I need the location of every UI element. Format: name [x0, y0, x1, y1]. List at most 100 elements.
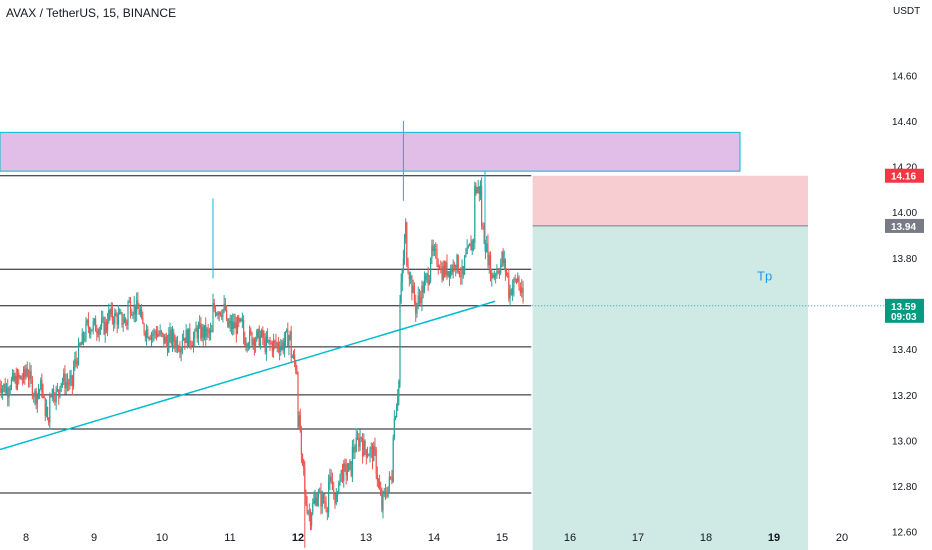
candle-body — [95, 319, 97, 332]
candle-body — [84, 338, 86, 340]
candle-body — [407, 265, 409, 274]
candle-body — [40, 379, 42, 390]
candle-body — [283, 340, 285, 351]
candle-body — [340, 469, 342, 474]
candle-body — [144, 332, 146, 337]
candle-body — [196, 327, 198, 338]
candle-body — [423, 279, 426, 293]
candle-body — [402, 258, 404, 271]
candle-body — [93, 319, 95, 322]
candle-body — [358, 438, 360, 447]
candle-body — [259, 336, 261, 346]
price-tick-label: 14.40 — [892, 117, 917, 128]
candle-body — [430, 258, 432, 281]
candle-body — [339, 473, 341, 483]
candle-body — [365, 449, 367, 457]
candle-body — [123, 318, 125, 323]
candle-body — [150, 334, 153, 340]
candle-body — [268, 339, 270, 342]
candle-body — [475, 185, 477, 193]
candle-body — [170, 329, 172, 344]
candle-body — [192, 338, 195, 347]
candle-body — [255, 340, 257, 347]
candle-body — [120, 312, 122, 314]
candle-body — [202, 327, 204, 338]
price-label-badge — [885, 218, 924, 233]
price-tick-label: 12.80 — [892, 482, 917, 493]
price-tick-label: 14.60 — [892, 71, 917, 82]
candle-body — [134, 304, 137, 315]
candle-body — [115, 312, 117, 316]
candle-body — [331, 481, 334, 490]
candle-body — [200, 323, 202, 339]
candle-body — [386, 495, 388, 497]
candle-body — [496, 270, 498, 276]
candle-body — [410, 276, 412, 280]
candle-body — [56, 388, 59, 390]
candle-body — [466, 247, 468, 255]
candle-body — [335, 493, 337, 504]
candle-body — [307, 511, 309, 513]
candle-body — [343, 463, 345, 482]
time-tick-label: 15 — [496, 532, 508, 544]
candle-body — [128, 301, 130, 303]
candle-body — [103, 318, 105, 334]
candle-body — [344, 463, 346, 465]
candle-body — [163, 333, 165, 344]
candle-body — [176, 339, 179, 350]
candle-body — [44, 397, 46, 417]
candle-body — [491, 273, 493, 279]
time-tick-label: 16 — [564, 532, 576, 544]
candle-body — [432, 245, 434, 252]
candle-body — [5, 387, 8, 393]
candle-body — [276, 343, 278, 345]
time-tick-label: 17 — [632, 532, 644, 544]
time-tick-label: 14 — [428, 532, 440, 544]
candle-body — [230, 321, 233, 330]
candle-body — [356, 437, 359, 439]
candle-body — [297, 373, 299, 427]
candle-body — [498, 272, 501, 274]
candle-body — [194, 331, 196, 339]
candle-body — [325, 503, 327, 510]
candle-body — [66, 381, 69, 384]
candle-body — [212, 302, 214, 332]
candle-body — [251, 332, 253, 345]
price-label-text: 13.94 — [891, 222, 916, 233]
candle-body — [320, 491, 322, 507]
candle-body — [264, 339, 266, 352]
candle-body — [448, 271, 451, 278]
candle-body — [296, 370, 298, 374]
candle-body — [183, 337, 185, 341]
candle-body — [405, 222, 407, 239]
candle-body — [305, 494, 307, 505]
candle-body — [211, 330, 213, 332]
candle-body — [141, 309, 143, 319]
candle-body — [348, 463, 350, 472]
candle-body — [312, 503, 314, 514]
candle-body — [209, 330, 212, 334]
candle-body — [509, 289, 511, 299]
candle-body — [399, 301, 401, 382]
candle-body — [97, 333, 99, 335]
candle-body — [510, 289, 512, 295]
candle-body — [85, 322, 87, 339]
candle-body — [398, 381, 400, 397]
candle-body — [258, 329, 260, 346]
candle-body — [122, 322, 124, 325]
candle-body — [489, 255, 492, 279]
candle-body — [420, 297, 422, 304]
candle-body — [507, 273, 509, 275]
price-label-badge — [885, 298, 924, 323]
candle-body — [315, 497, 317, 506]
candle-body — [433, 248, 436, 252]
candle-body — [240, 318, 242, 321]
candle-body — [455, 264, 457, 269]
price-tick-label: 13.80 — [892, 254, 917, 265]
candle-body — [20, 376, 22, 380]
candle-body — [178, 349, 180, 351]
chart-title: AVAX / TetherUS, 15, BINANCE — [6, 6, 177, 20]
candle-body — [440, 268, 442, 270]
candle-body — [304, 467, 306, 495]
